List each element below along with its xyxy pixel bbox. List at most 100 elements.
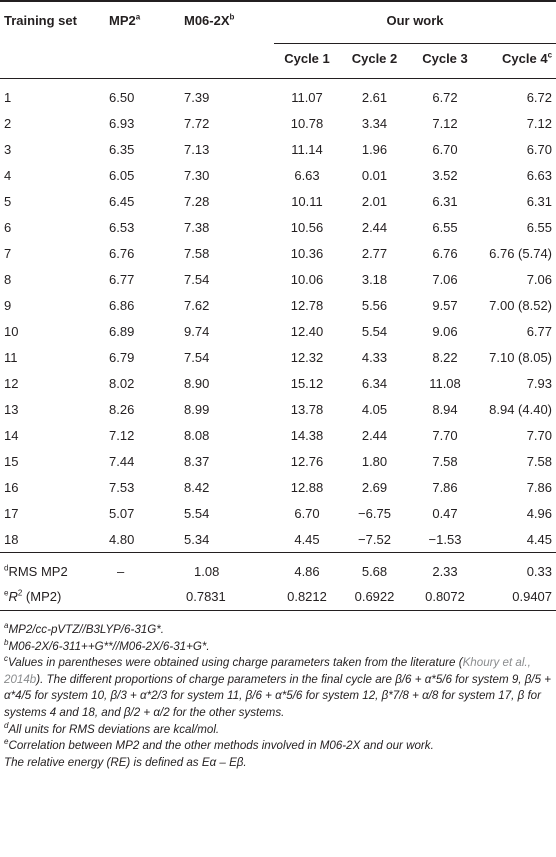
table-row: 8 6.77 7.54 10.06 3.18 7.06 7.06	[0, 266, 556, 292]
cell-cycle-3: 9.06	[432, 323, 458, 339]
cell-cycle-2: 5.56	[361, 297, 388, 313]
cell-cycle-4: 6.31	[526, 193, 553, 209]
cell-training-set: 16	[4, 479, 19, 495]
cell-cycle-4: 7.12	[526, 115, 553, 131]
cell-mp2: 6.77	[109, 271, 135, 287]
rms-row: dRMS MP2 – 1.08 4.86 5.68 2.33 0.33	[0, 552, 556, 584]
cell-cycle-3: 0.47	[432, 505, 458, 521]
cell-cycle-2: 2.01	[361, 193, 388, 209]
cell-mp2: 6.89	[109, 323, 135, 339]
cell-training-set: 15	[4, 453, 19, 469]
cell-cycle-4: 7.93	[526, 375, 553, 391]
table-row: 9 6.86 7.62 12.78 5.56 9.57 7.00 (8.52)	[0, 292, 556, 318]
cell-cycle-2: 1.96	[361, 141, 388, 157]
table-row: 11 6.79 7.54 12.32 4.33 8.22 7.10 (8.05)	[0, 344, 556, 370]
cell-cycle-3: 6.76	[432, 245, 458, 261]
cell-cycle-3: 11.08	[429, 375, 461, 391]
cell-mp2: 6.05	[109, 167, 135, 183]
cell-cycle-4: 4.96	[526, 505, 553, 521]
cell-training-set: 6	[4, 219, 12, 235]
cell-m06-2x: 5.34	[184, 531, 210, 547]
table-footnotes: aMP2/cc-pVTZ//B3LYP/6-31G*. bM06-2X/6-31…	[4, 622, 552, 771]
table-row: 14 7.12 8.08 14.38 2.44 7.70 7.70	[0, 422, 556, 448]
cell-m06-2x: 7.13	[184, 141, 210, 157]
cell-mp2: 6.45	[109, 193, 135, 209]
header-cycle-3: Cycle 3	[409, 43, 481, 79]
cell-cycle-1: 12.88	[290, 479, 324, 495]
table-row: 15 7.44 8.37 12.76 1.80 7.58 7.58	[0, 448, 556, 474]
cell-cycle-1: 12.32	[290, 349, 324, 365]
cell-cycle-3: 9.57	[432, 297, 458, 313]
cell-m06-2x: 7.28	[184, 193, 210, 209]
cell-mp2: 6.76	[109, 245, 135, 261]
cell-m06-2x: 8.37	[184, 453, 210, 469]
r2-m06: 0.7831	[172, 583, 274, 611]
cell-cycle-3: 7.12	[432, 115, 458, 131]
table-row: 5 6.45 7.28 10.11 2.01 6.31 6.31	[0, 188, 556, 214]
header-m06-2x: M06-2Xb	[172, 0, 274, 43]
cell-cycle-1: 15.12	[290, 375, 324, 391]
footnote-e: eCorrelation between MP2 and the other m…	[4, 737, 434, 753]
cell-m06-2x: 7.30	[184, 167, 210, 183]
rms-cycle-4: 0.33	[481, 552, 556, 584]
table-row: 10 6.89 9.74 12.40 5.54 9.06 6.77	[0, 318, 556, 344]
cell-cycle-2: 2.44	[361, 219, 388, 235]
cell-cycle-1: 12.76	[290, 453, 324, 469]
cell-cycle-2: 0.01	[361, 167, 388, 183]
cell-cycle-3: 7.70	[432, 427, 458, 443]
cell-cycle-1: 10.56	[290, 219, 324, 235]
cell-cycle-1: 6.63	[294, 167, 320, 183]
footnote-b: bM06-2X/6-311++G**//M06-2X/6-31+G*.	[4, 637, 210, 653]
footnote-c: cValues in parentheses were obtained usi…	[4, 654, 552, 719]
cell-training-set: 1	[4, 89, 12, 105]
header-training-set: Training set	[0, 0, 103, 43]
cell-m06-2x: 8.08	[184, 427, 210, 443]
cell-cycle-2: 4.33	[361, 349, 388, 365]
cell-mp2: 4.80	[109, 531, 135, 547]
table-row: 17 5.07 5.54 6.70 −6.75 0.47 4.96	[0, 500, 556, 526]
table-row: 4 6.05 7.30 6.63 0.01 3.52 6.63	[0, 162, 556, 188]
cell-training-set: 13	[4, 401, 19, 417]
cell-cycle-2: 3.18	[361, 271, 388, 287]
cell-mp2: 6.35	[109, 141, 135, 157]
cell-cycle-3: 7.06	[432, 271, 458, 287]
citation-link[interactable]: Khoury et al., 2014b	[4, 656, 531, 686]
cell-mp2: 6.93	[109, 115, 135, 131]
header-mp2: MP2a	[103, 0, 172, 43]
cell-m06-2x: 8.42	[184, 479, 210, 495]
table-row: 3 6.35 7.13 11.14 1.96 6.70 6.70	[0, 136, 556, 162]
rms-cycle-1: 4.86	[274, 552, 340, 584]
cell-cycle-4: 7.58	[526, 453, 553, 469]
rms-m06: 1.08	[172, 552, 274, 584]
cell-training-set: 11	[4, 349, 18, 365]
cell-cycle-4: 6.77	[526, 323, 553, 339]
rms-cycle-2: 5.68	[340, 552, 409, 584]
cell-mp2: 8.02	[109, 375, 135, 391]
table-row: 12 8.02 8.90 15.12 6.34 11.08 7.93	[0, 370, 556, 396]
table-row: 13 8.26 8.99 13.78 4.05 8.94 8.94 (4.40)	[0, 396, 556, 422]
cell-training-set: 2	[4, 115, 12, 131]
cell-cycle-4: 4.45	[526, 531, 553, 547]
cell-m06-2x: 7.62	[184, 297, 210, 313]
cell-mp2: 6.53	[109, 219, 135, 235]
footnote-d: dAll units for RMS deviations are kcal/m…	[4, 720, 220, 736]
cell-cycle-3: 3.52	[432, 167, 458, 183]
rms-cycle-3: 2.33	[409, 552, 481, 584]
cell-training-set: 10	[4, 323, 19, 339]
cell-cycle-4: 6.70	[526, 141, 553, 157]
cell-cycle-1: 14.38	[290, 427, 324, 443]
cell-cycle-3: 6.70	[432, 141, 458, 157]
cell-training-set: 9	[4, 297, 12, 313]
table-row: 1 6.50 7.39 11.07 2.61 6.72 6.72	[0, 78, 556, 110]
cell-m06-2x: 8.90	[184, 375, 210, 391]
cell-training-set: 7	[4, 245, 12, 261]
cell-cycle-4: 8.94 (4.40)	[489, 401, 553, 417]
r2-row: eR2 (MP2) 0.7831 0.8212 0.6922 0.8072 0.…	[0, 583, 556, 611]
cell-mp2: 6.79	[109, 349, 135, 365]
table-row: 16 7.53 8.42 12.88 2.69 7.86 7.86	[0, 474, 556, 500]
cell-training-set: 4	[4, 167, 12, 183]
table-row: 18 4.80 5.34 4.45 −7.52 −1.53 4.45	[0, 526, 556, 553]
cell-cycle-4: 7.86	[526, 479, 553, 495]
cell-cycle-4: 7.70	[526, 427, 553, 443]
cell-cycle-4: 6.76 (5.74)	[489, 245, 553, 261]
